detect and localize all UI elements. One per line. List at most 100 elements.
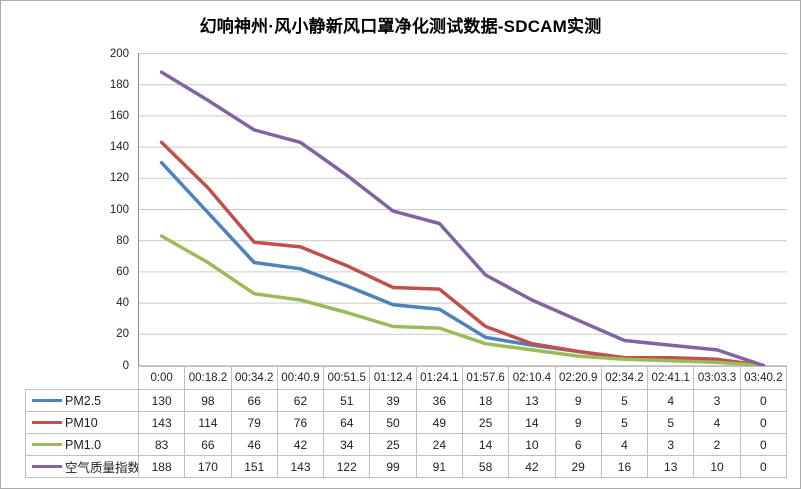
value-cell: 91 <box>415 455 463 478</box>
table-corner-blank <box>26 367 139 390</box>
value-cell: 0 <box>739 389 788 412</box>
value-cell: 42 <box>276 433 325 456</box>
y-tick-label: 180 <box>109 78 129 91</box>
data-table: 0:00 00:18.2 00:34.2 00:40.9 00:51.5 01:12.4 0… <box>25 366 788 478</box>
legend-cell: PM2.5 <box>25 389 139 412</box>
category-label: 00:18.2 <box>184 366 232 390</box>
value-cell: 99 <box>369 455 417 478</box>
legend-cell: PM10 <box>25 411 139 434</box>
value-cell: 29 <box>554 455 602 478</box>
value-cell: 151 <box>230 455 278 478</box>
chart-title: 幻响神州·风小静新风口罩净化测试数据-SDCAM实测 <box>199 17 602 36</box>
value-cell: 188 <box>137 455 186 478</box>
value-cell: 64 <box>323 411 371 434</box>
category-label: 00:51.5 <box>323 366 371 390</box>
category-label: 01:57.6 <box>461 366 510 390</box>
value-cell: 3 <box>647 433 695 456</box>
value-cell: 13 <box>647 455 695 478</box>
table-row: 空气质量指数 188 170 151 143 122 99 91 58 42 29 16 13 10 0 <box>25 455 788 478</box>
legend-line-swatch <box>32 399 62 402</box>
value-cell: 4 <box>647 389 695 412</box>
legend-cell: 空气质量指数 <box>25 455 139 478</box>
category-label: 00:40.9 <box>276 366 325 390</box>
y-tick-label: 80 <box>116 234 129 247</box>
y-tick-label: 40 <box>116 297 129 310</box>
y-tick-label: 200 <box>109 47 129 60</box>
value-cell: 34 <box>323 433 371 456</box>
legend-cell: PM1.0 <box>25 433 139 456</box>
value-cell: 66 <box>230 389 278 412</box>
value-cell: 14 <box>461 433 510 456</box>
value-cell: 5 <box>647 411 695 434</box>
series-name: PM10 <box>65 415 98 430</box>
legend-line-swatch <box>32 421 62 424</box>
value-cell: 9 <box>554 389 602 412</box>
legend-line-swatch <box>32 443 62 446</box>
value-cell: 0 <box>739 455 788 478</box>
y-tick-label: 0 <box>122 359 129 372</box>
value-cell: 66 <box>184 433 232 456</box>
value-cell: 25 <box>369 433 417 456</box>
value-cell: 130 <box>137 389 186 412</box>
value-cell: 76 <box>276 411 325 434</box>
value-cell: 79 <box>230 411 278 434</box>
value-cell: 13 <box>508 389 556 412</box>
y-tick-label: 100 <box>109 203 129 216</box>
series-line-空气质量指数 <box>159 70 766 366</box>
value-cell: 143 <box>276 455 325 478</box>
value-cell: 83 <box>137 433 186 456</box>
series-name: PM1.0 <box>65 437 102 452</box>
value-cell: 5 <box>600 411 649 434</box>
value-cell: 14 <box>508 411 556 434</box>
value-cell: 51 <box>323 389 371 412</box>
value-cell: 50 <box>369 411 417 434</box>
value-cell: 170 <box>184 455 232 478</box>
value-cell: 143 <box>137 411 186 434</box>
y-tick-label: 120 <box>109 172 129 185</box>
category-label: 03:40.2 <box>739 366 788 390</box>
value-cell: 39 <box>369 389 417 412</box>
y-tick-label: 160 <box>109 109 129 122</box>
value-cell: 16 <box>600 455 649 478</box>
value-cell: 98 <box>184 389 232 412</box>
series-line-PM10 <box>159 140 766 366</box>
value-cell: 6 <box>554 433 602 456</box>
value-cell: 62 <box>276 389 325 412</box>
category-label: 02:20.9 <box>554 366 602 390</box>
value-cell: 2 <box>693 433 741 456</box>
value-cell: 114 <box>184 411 232 434</box>
category-label: 02:10.4 <box>508 366 556 390</box>
value-cell: 49 <box>415 411 463 434</box>
y-tick-label: 60 <box>116 265 129 278</box>
series-name: PM2.5 <box>65 393 102 408</box>
category-label: 02:41.1 <box>647 366 695 390</box>
category-label: 03:03.3 <box>693 366 741 390</box>
category-label: 0:00 <box>137 366 186 390</box>
value-cell: 3 <box>693 389 741 412</box>
value-cell: 18 <box>461 389 510 412</box>
category-label: 00:34.2 <box>230 366 278 390</box>
value-cell: 24 <box>415 433 463 456</box>
value-cell: 25 <box>461 411 510 434</box>
category-label: 01:12.4 <box>369 366 417 390</box>
value-cell: 46 <box>230 433 278 456</box>
value-cell: 5 <box>600 389 649 412</box>
series-line-PM1.0 <box>159 234 766 366</box>
value-cell: 4 <box>600 433 649 456</box>
value-cell: 10 <box>693 455 741 478</box>
legend-line-swatch <box>32 465 62 468</box>
plot-area <box>138 53 787 366</box>
value-cell: 42 <box>508 455 556 478</box>
value-cell: 10 <box>508 433 556 456</box>
value-cell: 4 <box>693 411 741 434</box>
series-name: 空气质量指数 <box>65 461 139 475</box>
table-row: PM1.0 83 66 46 42 34 25 24 14 10 6 4 3 2 0 <box>25 433 788 456</box>
table-row: PM10 143 114 79 76 64 50 49 25 14 9 5 5 4 0 <box>25 411 788 434</box>
category-label: 02:34.2 <box>600 366 649 390</box>
value-cell: 36 <box>415 389 463 412</box>
value-cell: 0 <box>739 433 788 456</box>
table-row: PM2.5 130 98 66 62 51 39 36 18 13 9 5 4 3 0 <box>25 389 788 412</box>
y-tick-label: 20 <box>116 328 129 341</box>
value-cell: 58 <box>461 455 510 478</box>
